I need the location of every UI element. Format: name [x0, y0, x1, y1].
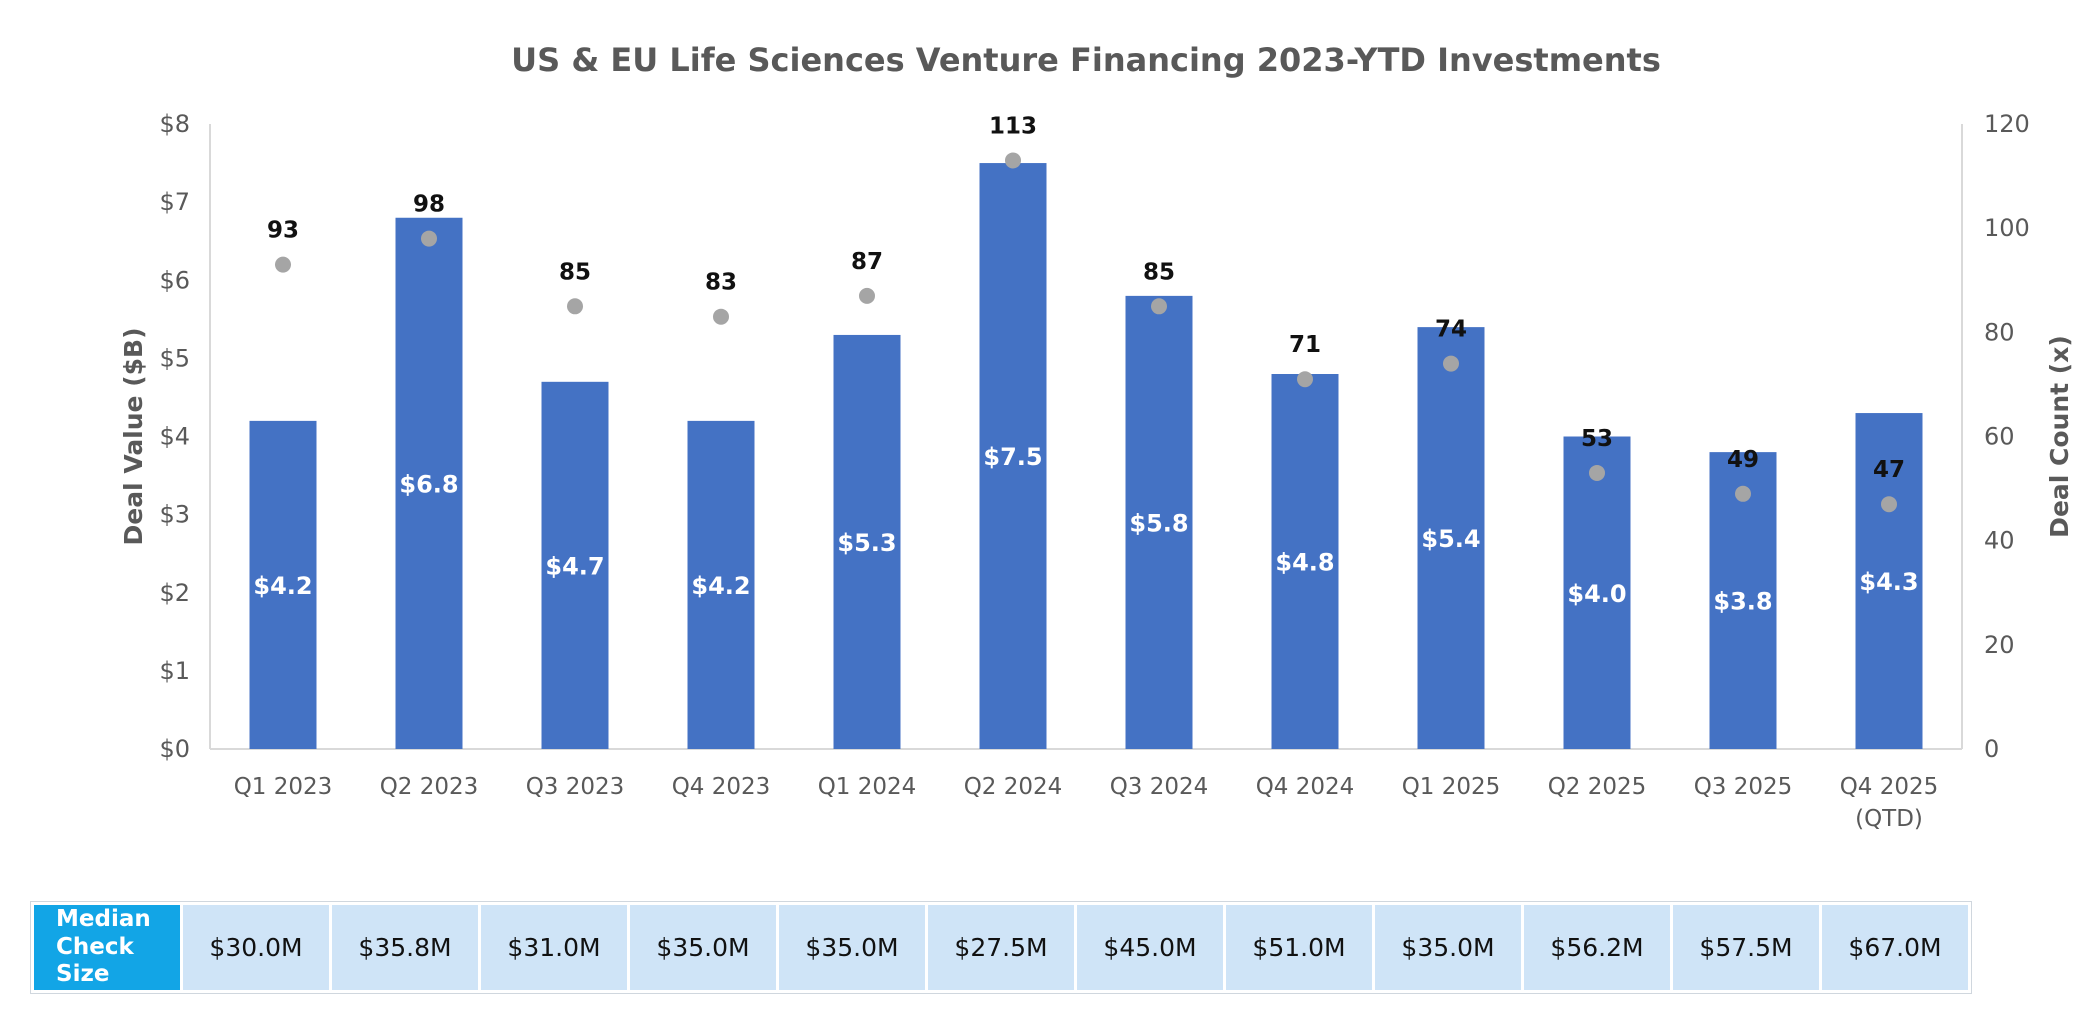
deal-count-point — [859, 287, 875, 304]
bar-value-label: $5.8 — [1129, 509, 1188, 537]
median-cell: $67.0M — [1822, 905, 1968, 990]
bar — [541, 381, 609, 749]
bar — [1271, 374, 1339, 749]
y-tick-label-left: $0 — [159, 735, 190, 763]
bar-value-label: $4.0 — [1567, 580, 1626, 608]
median-cell: $35.8M — [332, 905, 478, 990]
bar-value-label: $3.8 — [1713, 588, 1772, 616]
deal-count-label: 71 — [1289, 332, 1321, 358]
x-tick-label: Q2 2025 — [1548, 774, 1647, 800]
deal-count-label: 98 — [413, 192, 445, 218]
deal-count-point — [1297, 371, 1313, 388]
deal-count-point — [1735, 485, 1751, 502]
bar — [249, 420, 317, 749]
x-tick-label: Q4 2025 — [1840, 774, 1939, 800]
bar-value-label: $4.3 — [1859, 568, 1918, 596]
median-cell: $45.0M — [1077, 905, 1223, 990]
bar — [1855, 413, 1923, 749]
median-cell: $27.5M — [928, 905, 1074, 990]
y-tick-label-right: 20 — [1984, 631, 2015, 659]
bar — [1125, 295, 1193, 749]
bar — [1563, 436, 1631, 749]
y-tick-label-right: 0 — [1984, 735, 1999, 763]
y-tick-label-left: $8 — [159, 110, 190, 138]
y-tick-label-left: $3 — [159, 501, 190, 529]
y-tick-label-right: 60 — [1984, 423, 2015, 451]
bar-value-label: $6.8 — [399, 470, 458, 498]
deal-count-label: 87 — [851, 249, 883, 275]
deal-count-label: 85 — [559, 259, 591, 285]
bar-value-label: $7.5 — [983, 443, 1042, 471]
y-tick-label-left: $7 — [159, 188, 190, 216]
x-tick-label: Q3 2024 — [1110, 774, 1209, 800]
median-cell: $35.0M — [779, 905, 925, 990]
bar-value-label: $4.8 — [1275, 549, 1334, 577]
median-cell: $35.0M — [1375, 905, 1521, 990]
median-cell: $30.0M — [183, 905, 329, 990]
x-tick-label: Q4 2023 — [672, 774, 771, 800]
x-tick-label: Q2 2024 — [964, 774, 1063, 800]
deal-count-point — [1881, 496, 1897, 513]
median-table: Median Check Size $30.0M $35.8M $31.0M $… — [30, 901, 1972, 994]
deal-count-label: 93 — [267, 218, 299, 244]
y-axis-title-left: Deal Value ($B) — [119, 327, 148, 545]
bar-value-label: $4.7 — [545, 552, 604, 580]
bar-value-label: $5.3 — [837, 529, 896, 557]
deal-count-label: 49 — [1727, 447, 1759, 473]
table-row: Median Check Size $30.0M $35.8M $31.0M $… — [34, 905, 1968, 990]
bar-value-label: $4.2 — [253, 572, 312, 600]
bar — [687, 420, 755, 749]
median-check-label: Median Check Size — [34, 905, 180, 990]
deal-count-point — [421, 230, 437, 247]
deal-count-point — [275, 256, 291, 273]
y-tick-label-left: $2 — [159, 579, 190, 607]
bar — [979, 163, 1047, 749]
deal-count-point — [1443, 355, 1459, 372]
deal-count-point — [1005, 152, 1021, 169]
x-tick-label: Q2 2023 — [380, 774, 479, 800]
deal-count-point — [1589, 464, 1605, 481]
bar — [1417, 327, 1485, 749]
bar-value-label: $4.2 — [691, 572, 750, 600]
x-tick-label: Q1 2023 — [234, 774, 333, 800]
y-tick-label-left: $1 — [159, 657, 190, 685]
y-tick-label-right: 100 — [1984, 214, 2030, 242]
x-tick-label: Q1 2025 — [1402, 774, 1501, 800]
deal-count-label: 74 — [1435, 317, 1467, 343]
median-cell: $35.0M — [630, 905, 776, 990]
x-tick-label: Q3 2025 — [1694, 774, 1793, 800]
deal-count-label: 53 — [1581, 426, 1613, 452]
median-cell: $56.2M — [1524, 905, 1670, 990]
y-axis-title-right: Deal Count (x) — [2045, 335, 2074, 538]
y-tick-label-left: $6 — [159, 266, 190, 294]
deal-count-point — [1151, 298, 1167, 315]
median-label-line1: Median — [56, 906, 151, 932]
x-tick-label: (QTD) — [1855, 806, 1923, 832]
chart-svg: US & EU Life Sciences Venture Financing … — [119, 41, 2074, 832]
median-label-line2: Check Size — [56, 933, 134, 988]
y-tick-label-right: 120 — [1984, 110, 2030, 138]
median-check-table: Median Check Size $30.0M $35.8M $31.0M $… — [30, 901, 1972, 994]
deal-count-label: 47 — [1873, 457, 1905, 483]
bar — [833, 334, 901, 749]
deal-count-point — [713, 308, 729, 325]
bar-value-label: $5.4 — [1421, 525, 1480, 553]
deal-count-label: 83 — [705, 270, 737, 296]
deal-count-label: 85 — [1143, 259, 1175, 285]
x-tick-label: Q1 2024 — [818, 774, 917, 800]
median-cell: $31.0M — [481, 905, 627, 990]
median-cell: $57.5M — [1673, 905, 1819, 990]
deal-count-point — [567, 298, 583, 315]
x-tick-label: Q3 2023 — [526, 774, 625, 800]
chart-title: US & EU Life Sciences Venture Financing … — [511, 41, 1661, 79]
median-cell: $51.0M — [1226, 905, 1372, 990]
y-tick-label-right: 40 — [1984, 527, 2015, 555]
y-tick-label-left: $5 — [159, 344, 190, 372]
x-tick-label: Q4 2024 — [1256, 774, 1355, 800]
y-tick-label-right: 80 — [1984, 318, 2015, 346]
deal-count-label: 113 — [989, 113, 1037, 139]
y-tick-label-left: $4 — [159, 423, 190, 451]
bar — [395, 217, 463, 749]
